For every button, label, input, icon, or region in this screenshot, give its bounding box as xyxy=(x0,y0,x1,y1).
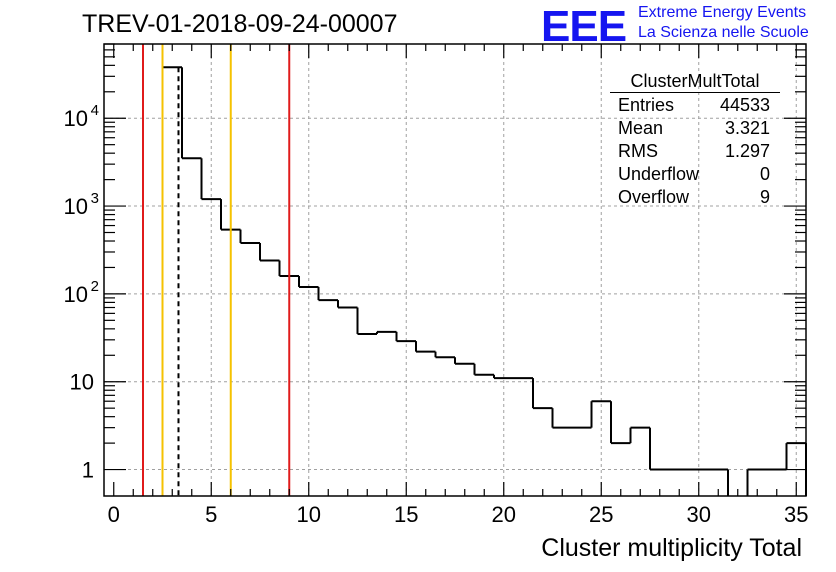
stats-value: 1.297 xyxy=(724,141,770,161)
stats-box: ClusterMultTotal Entries 44533 Mean 3.32… xyxy=(610,70,780,209)
histogram-bin xyxy=(298,275,319,288)
x-tick-label: 25 xyxy=(589,502,613,527)
x-tick-label: 20 xyxy=(492,502,516,527)
histogram-bin xyxy=(473,363,494,376)
stats-title: ClusterMultTotal xyxy=(610,70,780,93)
histogram-bin xyxy=(590,400,611,428)
histogram-bin xyxy=(434,351,455,359)
histogram-bin xyxy=(317,286,338,302)
histogram-bin xyxy=(200,158,221,201)
stats-row-overflow: Overflow 9 xyxy=(610,186,780,209)
histogram-bin xyxy=(239,229,260,244)
stats-label: RMS xyxy=(618,141,658,161)
histogram-bin xyxy=(395,331,416,343)
y-tick-label: 10 xyxy=(64,194,88,219)
histogram-bin xyxy=(551,408,572,429)
histogram-bin xyxy=(493,374,514,380)
histogram-bin xyxy=(356,307,377,335)
histogram-bin xyxy=(629,426,650,444)
stats-value: 9 xyxy=(759,187,770,207)
stats-row-mean: Mean 3.321 xyxy=(610,117,780,140)
x-axis-label: Cluster multiplicity Total xyxy=(541,534,802,562)
stats-value: 0 xyxy=(759,164,770,184)
marker-lines xyxy=(142,44,291,496)
stats-label: Overflow xyxy=(618,187,690,207)
stats-label: Mean xyxy=(618,118,664,138)
stats-label: Entries xyxy=(618,95,675,115)
x-tick-labels: 0 5 10 15 20 25 30 35 xyxy=(108,502,809,527)
histogram-bin xyxy=(610,401,631,445)
histogram-bin xyxy=(181,67,202,160)
histogram-bin xyxy=(376,330,397,334)
x-tick-label: 35 xyxy=(784,502,808,527)
y-tick-label: 10 xyxy=(70,370,94,395)
eee-logo: EEE xyxy=(541,2,627,51)
histogram-bin xyxy=(649,427,670,471)
y-tick-exponent: 2 xyxy=(91,278,99,295)
axis-ticks xyxy=(104,43,806,496)
x-tick-label: 15 xyxy=(394,502,418,527)
plot-frame xyxy=(103,43,807,497)
x-tick-label: 0 xyxy=(108,502,120,527)
stats-value: 44533 xyxy=(719,95,770,115)
x-tick-label: 5 xyxy=(205,502,217,527)
histogram-bin xyxy=(415,341,436,353)
logo-line-1: Extreme Energy Events xyxy=(638,4,807,21)
histogram-bin xyxy=(259,242,280,262)
chart-title: TREV-01-2018-09-24-00007 xyxy=(82,10,398,38)
stats-label: Underflow xyxy=(618,164,700,184)
y-tick-label: 10 xyxy=(64,106,88,131)
stats-value: 3.321 xyxy=(724,118,770,138)
histogram-bin xyxy=(746,468,767,496)
stats-row-entries: Entries 44533 xyxy=(610,94,780,117)
logo-line-2: La Scienza nelle Scuole xyxy=(638,24,809,41)
x-tick-label: 30 xyxy=(687,502,711,527)
y-tick-label: 1 xyxy=(82,458,94,483)
y-tick-exponent: 4 xyxy=(91,102,99,119)
histogram-bin xyxy=(454,357,475,365)
histogram-bin xyxy=(337,300,358,309)
y-tick-label: 10 xyxy=(64,282,88,307)
stats-row-rms: RMS 1.297 xyxy=(610,140,780,163)
histogram-bin xyxy=(532,378,553,410)
stats-row-underflow: Underflow 0 xyxy=(610,163,780,186)
y-tick-exponent: 3 xyxy=(91,190,99,207)
x-tick-label: 10 xyxy=(297,502,321,527)
